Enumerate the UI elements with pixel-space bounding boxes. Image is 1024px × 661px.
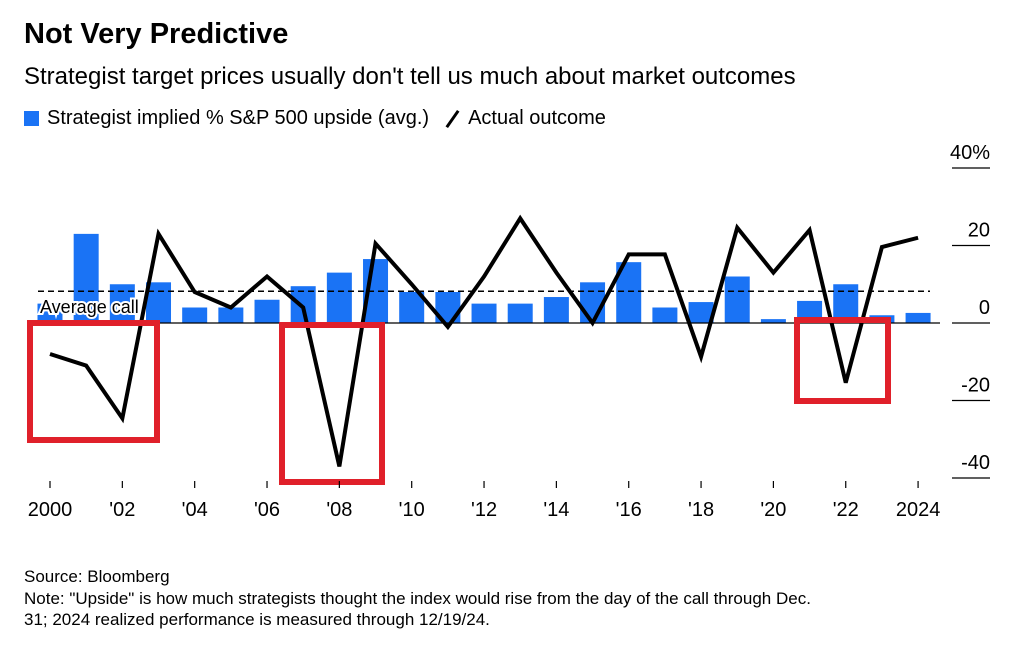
bar-2005 [218, 307, 244, 323]
x-tick-label: '20 [760, 499, 786, 521]
bar-2001 [73, 233, 99, 323]
x-tick-label: '12 [471, 499, 497, 521]
footnote-line-1: Note: "Upside" is how much strategists t… [24, 589, 811, 608]
x-tick-label: '04 [182, 499, 208, 521]
bar-2000 [37, 303, 63, 323]
footnote-line-2: 31; 2024 realized performance is measure… [24, 610, 490, 629]
chart-title: Not Very Predictive [24, 18, 289, 50]
chart-subtitle: Strategist target prices usually don't t… [24, 63, 796, 90]
x-tick-label: '16 [616, 499, 642, 521]
bar-2022 [833, 284, 859, 323]
y-tick-label: 20 [968, 220, 990, 242]
bar-2015 [580, 282, 606, 323]
average-call-label: Average call [40, 297, 139, 317]
y-tick-label: -40 [961, 452, 990, 474]
x-tick-label: '10 [399, 499, 425, 521]
x-tick-label: '18 [688, 499, 714, 521]
legend: Strategist implied % S&P 500 upside (avg… [24, 107, 606, 130]
bar-2020 [760, 319, 786, 323]
bar-2014 [543, 297, 569, 323]
bar-2012 [471, 303, 497, 323]
x-tick-label: '22 [833, 499, 859, 521]
x-tick-label: '02 [109, 499, 135, 521]
bar-2006 [254, 299, 280, 323]
legend-bar-swatch [24, 111, 39, 126]
y-tick-label: -20 [961, 375, 990, 397]
highlight-box-1 [27, 320, 160, 443]
highlight-box-3 [794, 317, 891, 404]
x-tick-label: 2024 [896, 499, 941, 521]
bar-2013 [507, 303, 533, 323]
x-tick-label: '14 [543, 499, 569, 521]
legend-line-label: Actual outcome [468, 107, 606, 129]
bar-2007 [290, 286, 316, 323]
y-tick-label: 40% [950, 142, 990, 164]
bar-2018 [688, 302, 714, 323]
x-tick-label: '06 [254, 499, 280, 521]
actual-outcome-line [49, 214, 919, 467]
bar-2004 [182, 307, 208, 323]
source-note: Source: Bloomberg [24, 567, 170, 586]
bar-2017 [652, 307, 678, 323]
bar-2024 [905, 312, 931, 323]
x-tick-label: 2000 [28, 499, 73, 521]
bar-2008 [326, 272, 352, 323]
bar-2010 [399, 292, 425, 323]
bar-2003 [146, 282, 172, 323]
highlight-box-2 [279, 322, 385, 485]
x-tick-label: '08 [326, 499, 352, 521]
bar-2019 [724, 276, 750, 323]
legend-bar-label: Strategist implied % S&P 500 upside (avg… [47, 107, 430, 129]
y-tick-label: 0 [979, 297, 990, 319]
